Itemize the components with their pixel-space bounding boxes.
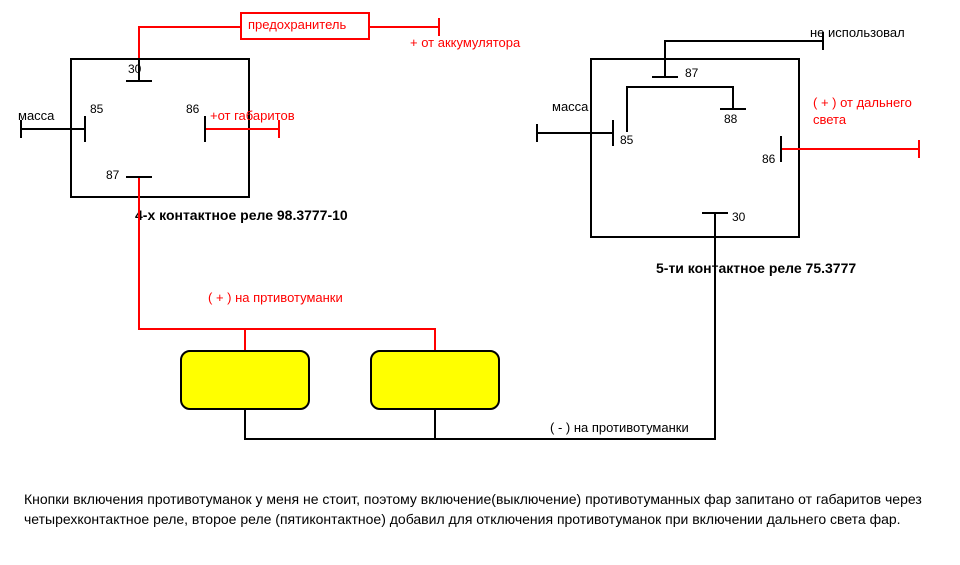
r5-dal-wire (800, 148, 920, 150)
fog-lamp-right (370, 350, 500, 410)
r4-pin85-label: 85 (90, 102, 103, 116)
fuse-label: предохранитель (248, 17, 346, 32)
wire-fog-h (138, 328, 436, 330)
wire-minus-right-up (434, 408, 436, 440)
r5-pin86-stem (782, 148, 800, 150)
r5-pin87-label: 87 (685, 66, 698, 80)
r4-gab-ext (250, 128, 280, 130)
r5-pin86-label: 86 (762, 152, 775, 166)
r4-pin86-stem (206, 128, 250, 130)
r5-pin87-h (652, 76, 678, 78)
wire-87-down (138, 198, 140, 328)
r5-title: 5-ти контактное реле 75.3777 (656, 260, 856, 276)
relay-5pin (590, 58, 800, 238)
r5-pin30-label: 30 (732, 210, 745, 224)
r5-pin85-h (612, 120, 614, 146)
r4-pin30-h (126, 80, 152, 82)
r4-title: 4-х контактное реле 98.3777-10 (135, 207, 348, 223)
r4-mass-wire (20, 128, 70, 130)
batt-terminal-tick (438, 18, 440, 36)
wire-minus-h (244, 438, 716, 440)
r4-pin85-stem (70, 128, 84, 130)
r5-dal-label: ( + ) от дальнего света (813, 95, 943, 129)
wiring-diagram: предохранитель + от аккумулятора 30 85 8… (0, 0, 960, 565)
r4-pin87-label: 87 (106, 168, 119, 182)
description-text: Кнопки включения противотуманок у меня н… (24, 490, 934, 529)
fog-minus-label: ( - ) на противотуманки (550, 420, 689, 435)
wire-30-down (714, 238, 716, 438)
wire-fog-left-down (244, 328, 246, 352)
r4-pin30-label: 30 (128, 62, 141, 76)
r5-pin88-label: 88 (724, 112, 737, 126)
label-plus-akk: + от аккумулятора (410, 35, 520, 50)
r4-pin87-stem (138, 178, 140, 198)
fog-lamp-left (180, 350, 310, 410)
wire-fog-right-down (434, 328, 436, 352)
r5-p88-to-mass-h (626, 86, 734, 88)
wire-30-to-fuse-h (138, 26, 240, 28)
r5-pin85-stem (590, 132, 612, 134)
r5-p88-to-mass-v (626, 86, 628, 132)
r5-pin85-label: 85 (620, 133, 633, 147)
r5-mass-wire (536, 132, 590, 134)
r4-pin86-label: 86 (186, 102, 199, 116)
wire-fuse-to-batt (370, 26, 440, 28)
r5-mass-label: масса (552, 99, 588, 114)
r5-mass-tick (536, 124, 538, 142)
r5-dal-tick (918, 140, 920, 158)
r5-pin88-stem (732, 86, 734, 108)
r4-gab-label: +от габаритов (210, 108, 295, 123)
r4-pin85-h (84, 116, 86, 142)
r5-pin30-stem (714, 214, 716, 238)
wire-minus-left-up (244, 408, 246, 440)
r5-neisp-h (664, 40, 824, 42)
fog-plus-label: ( + ) на пртивотуманки (208, 290, 343, 305)
r5-neisp-label: не использовал (810, 25, 905, 40)
r5-pin87-stem (664, 40, 666, 76)
r5-pin88-h (720, 108, 746, 110)
r4-mass-label: масса (18, 108, 54, 123)
